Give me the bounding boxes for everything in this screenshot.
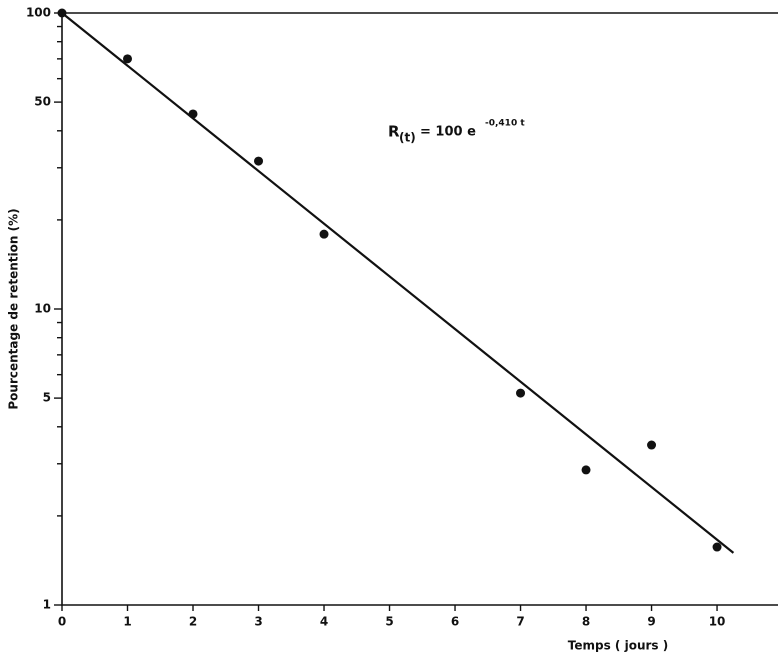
x-tick-label: 0 bbox=[58, 615, 66, 629]
x-tick-label: 3 bbox=[254, 615, 262, 629]
x-tick-label: 10 bbox=[709, 615, 726, 629]
annotation-r: R bbox=[388, 123, 400, 141]
annotation: R (t) = 100 e -0,410 t bbox=[388, 119, 525, 145]
y-tick-label: 10 bbox=[34, 302, 51, 316]
data-point bbox=[581, 465, 591, 475]
x-tick-label: 7 bbox=[516, 615, 524, 629]
x-tick-label: 2 bbox=[189, 615, 197, 629]
annotation-base: = 100 e bbox=[420, 125, 476, 140]
x-tick-label: 9 bbox=[647, 615, 655, 629]
annotation-exp: -0,410 t bbox=[485, 119, 525, 129]
axes bbox=[61, 12, 778, 606]
annotation-sub: (t) bbox=[399, 131, 416, 145]
x-tick-label: 4 bbox=[320, 615, 328, 629]
fit-line bbox=[61, 12, 735, 554]
data-point bbox=[516, 388, 526, 398]
x-tick-label: 6 bbox=[451, 615, 459, 629]
x-tick-label: 5 bbox=[385, 615, 393, 629]
data-point bbox=[188, 109, 198, 119]
x-tick-label: 1 bbox=[123, 615, 131, 629]
data-point bbox=[254, 156, 264, 166]
y-tick-label: 100 bbox=[26, 6, 51, 20]
data-point bbox=[712, 542, 722, 552]
data-point bbox=[647, 440, 657, 450]
y-tick-label: 1 bbox=[43, 598, 51, 612]
x-tick-label: 8 bbox=[582, 615, 590, 629]
y-tick-label: 50 bbox=[34, 95, 51, 109]
y-axis-label: Pourcentage de retention (%) bbox=[7, 208, 21, 409]
x-axis-label: Temps ( jours ) bbox=[568, 639, 668, 653]
data-point bbox=[123, 54, 133, 64]
data-point bbox=[57, 8, 67, 18]
data-point bbox=[319, 229, 329, 239]
y-tick-label: 5 bbox=[43, 391, 51, 405]
